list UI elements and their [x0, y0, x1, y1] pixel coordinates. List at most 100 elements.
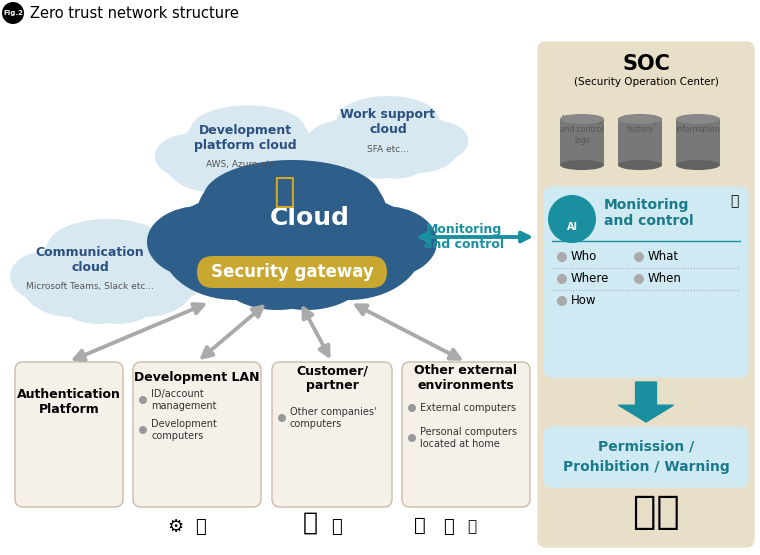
Text: Personal computers
located at home: Personal computers located at home [420, 427, 517, 449]
Text: Microsoft Teams, Slack etc...: Microsoft Teams, Slack etc... [26, 281, 154, 290]
Circle shape [2, 2, 24, 24]
Ellipse shape [164, 128, 259, 192]
Ellipse shape [187, 110, 271, 165]
Ellipse shape [147, 206, 254, 278]
FancyBboxPatch shape [538, 42, 754, 547]
Text: Monitoring: Monitoring [604, 198, 689, 212]
Ellipse shape [48, 219, 168, 272]
Ellipse shape [134, 251, 206, 301]
FancyBboxPatch shape [544, 187, 748, 377]
Ellipse shape [217, 149, 297, 198]
Text: Permission /: Permission / [598, 440, 694, 454]
Polygon shape [619, 382, 673, 422]
Text: Fig.2: Fig.2 [3, 10, 23, 16]
Text: SFA etc...: SFA etc... [367, 145, 409, 154]
Ellipse shape [560, 160, 604, 170]
Text: External computers: External computers [420, 403, 516, 413]
FancyBboxPatch shape [133, 362, 261, 507]
FancyBboxPatch shape [15, 362, 123, 507]
Text: SOC: SOC [622, 54, 670, 74]
Ellipse shape [84, 225, 172, 286]
Text: 📷: 📷 [730, 194, 738, 208]
Ellipse shape [369, 100, 441, 149]
Ellipse shape [183, 113, 312, 197]
Text: Monitoring
and control
logs: Monitoring and control logs [560, 115, 603, 145]
Ellipse shape [676, 160, 720, 170]
Text: ⚙️: ⚙️ [168, 518, 184, 536]
FancyBboxPatch shape [272, 362, 392, 507]
Text: Communication
cloud: Communication cloud [36, 246, 144, 274]
Text: Development
platform cloud: Development platform cloud [194, 124, 296, 152]
Ellipse shape [245, 230, 369, 310]
Ellipse shape [560, 114, 604, 124]
FancyBboxPatch shape [544, 427, 748, 487]
Ellipse shape [618, 114, 662, 124]
Ellipse shape [274, 196, 423, 300]
Ellipse shape [203, 160, 381, 236]
Circle shape [408, 434, 416, 442]
Ellipse shape [10, 251, 82, 301]
Ellipse shape [345, 134, 414, 179]
Ellipse shape [198, 149, 278, 198]
Ellipse shape [20, 244, 120, 317]
Ellipse shape [335, 100, 407, 149]
Text: Other external
environments: Other external environments [414, 364, 518, 392]
Text: Handling
history: Handling history [622, 115, 657, 134]
Ellipse shape [410, 122, 468, 161]
Circle shape [557, 252, 567, 262]
Ellipse shape [44, 225, 132, 286]
Bar [676, 119, 720, 165]
Ellipse shape [339, 96, 437, 138]
Text: ID/account
management: ID/account management [151, 389, 217, 411]
Text: Security gateway: Security gateway [211, 263, 373, 281]
Text: 🏢: 🏢 [302, 511, 318, 535]
Bar [560, 119, 604, 165]
Text: Zero trust network structure: Zero trust network structure [30, 6, 239, 21]
Ellipse shape [332, 103, 444, 178]
Text: Who: Who [571, 250, 597, 264]
Text: 🏠: 🏠 [414, 516, 426, 534]
Text: Authentication
Platform: Authentication Platform [17, 388, 121, 416]
Text: Monitoring
and control: Monitoring and control [424, 223, 504, 251]
Text: Work support
cloud: Work support cloud [340, 108, 435, 136]
Ellipse shape [198, 168, 328, 256]
Bar [618, 119, 662, 165]
Text: (Security Operation Center): (Security Operation Center) [574, 77, 718, 87]
Text: AWS, Azure etc...: AWS, Azure etc... [206, 159, 283, 169]
Text: AI: AI [566, 222, 578, 232]
Text: Development LAN: Development LAN [135, 371, 260, 385]
Text: 🖥: 🖥 [195, 518, 205, 536]
Ellipse shape [225, 110, 309, 165]
Text: When: When [648, 273, 682, 285]
Ellipse shape [40, 228, 176, 322]
Text: 🔒: 🔒 [273, 175, 295, 209]
Text: Development
computers: Development computers [151, 419, 217, 441]
Circle shape [557, 274, 567, 284]
Ellipse shape [236, 128, 331, 192]
Ellipse shape [331, 206, 437, 278]
Text: Customer/
partner: Customer/ partner [296, 364, 368, 392]
Circle shape [557, 296, 567, 306]
Ellipse shape [378, 116, 460, 173]
Text: Prohibition / Warning: Prohibition / Warning [562, 460, 730, 474]
Ellipse shape [56, 268, 140, 324]
Ellipse shape [155, 134, 223, 179]
Ellipse shape [316, 116, 397, 173]
FancyBboxPatch shape [197, 256, 387, 288]
Circle shape [278, 414, 286, 422]
Text: 🖥: 🖥 [331, 518, 341, 536]
Circle shape [139, 396, 147, 404]
Ellipse shape [96, 244, 196, 317]
Text: 🖥: 🖥 [442, 518, 454, 536]
Circle shape [548, 195, 596, 243]
Circle shape [139, 426, 147, 434]
Ellipse shape [162, 196, 310, 300]
Ellipse shape [676, 114, 720, 124]
Text: Threat
information: Threat information [676, 115, 720, 134]
Ellipse shape [191, 105, 305, 153]
Text: 🧑‍💻: 🧑‍💻 [632, 493, 679, 531]
Text: What: What [648, 250, 679, 264]
Ellipse shape [76, 268, 160, 324]
Text: How: How [571, 295, 597, 307]
Text: 🖥: 🖥 [467, 519, 477, 534]
